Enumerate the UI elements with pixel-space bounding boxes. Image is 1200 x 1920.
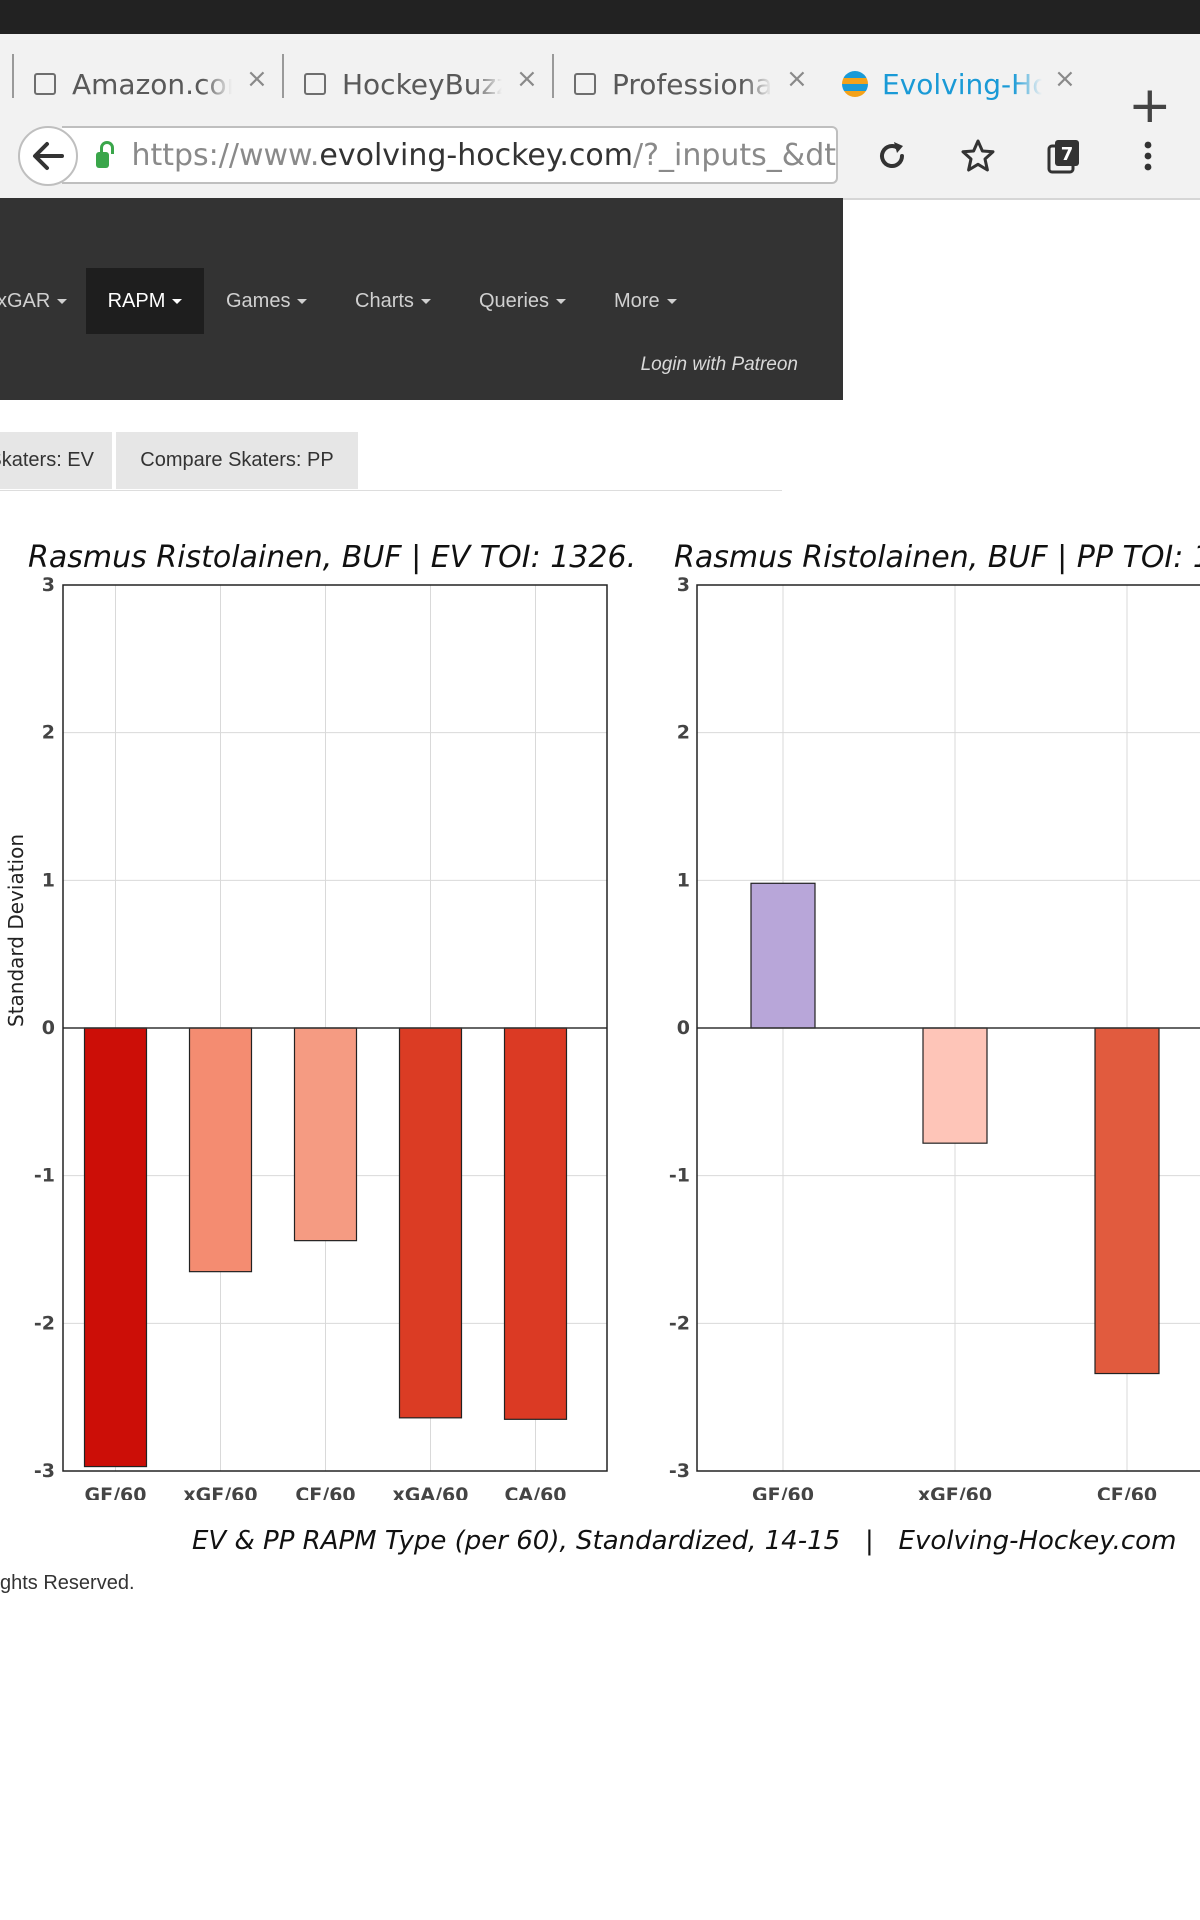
close-icon[interactable]: × [516,64,538,94]
bookmark-button[interactable] [952,130,1004,182]
y-tick-label: 0 [677,1017,690,1039]
bar-cf-per-60 [1094,1027,1160,1375]
x-tick-label: GF/60 [85,1484,147,1500]
nav-label: Queries [479,289,550,312]
plot-frame [696,584,1200,1472]
back-button[interactable] [18,126,78,186]
close-icon[interactable]: × [1054,64,1076,94]
page-icon [304,73,326,95]
more-vert-icon [1144,141,1152,171]
address-bar: https://www.evolving-hockey.com/?_inputs… [0,122,1200,200]
bar-gf-per-60 [750,882,816,1029]
y-tick-label: 1 [42,869,55,891]
caret-down-icon [666,298,677,304]
y-tick-label: 3 [677,574,690,596]
x-tick-label: CF/60 [1097,1484,1157,1500]
chart-title-ev: Rasmus Ristolainen, BUF | EV TOI: 1326.. [28,540,638,575]
y-tick-label: -1 [669,1165,690,1187]
nav-label: RAPM [107,289,166,312]
y-tick-label: 2 [677,722,690,744]
y-tick-label: -1 [34,1165,55,1187]
caret-down-icon [297,298,308,304]
tab-label: Evolving-Hockey [882,67,1042,101]
page-icon [34,73,56,95]
tab-label: Professional [612,67,772,101]
caret-down-icon [172,298,183,304]
tab-label: Compare Skaters: PP [140,449,334,471]
tab-count: 7 [1061,144,1074,165]
tab-separator [282,54,284,98]
chart-title-pp: Rasmus Ristolainen, BUF | PP TOI: 1 [674,540,1200,575]
lock-icon [96,141,115,168]
nav-label: Charts [355,289,414,312]
nav-xgar[interactable]: xGAR [0,268,81,334]
nav-charts[interactable]: Charts [355,268,431,334]
compare-tabs: Compare Skaters: EV Compare Skaters: PP [0,432,782,491]
rapm-charts: 3 2 1 0 -1 -2 -3 GF/60 xGF/60 CF/60 xGA/60 CA/60 3 2 1… [34,574,1200,1500]
caret-down-icon [57,298,68,304]
x-tick-label: xGF/60 [918,1484,992,1500]
nav-games[interactable]: Games [226,268,308,334]
close-icon[interactable]: × [246,64,268,94]
x-tick-label: CF/60 [295,1484,355,1500]
y-tick-label: 0 [42,1017,55,1039]
y-tick-label: -2 [669,1312,690,1334]
nav-rapm[interactable]: RAPM [86,268,204,334]
tab-amazon[interactable]: Amazon.com [34,52,232,116]
tab-separator [12,54,14,98]
status-bar [0,0,1200,34]
nav-more[interactable]: More [614,268,677,334]
bar-xga-per-60 [398,1027,463,1419]
tab-separator [552,54,554,98]
tab-label: Amazon.com [72,67,232,101]
reload-button[interactable] [866,130,918,182]
y-tick-label: 1 [677,869,690,891]
tab-label: Compare Skaters: EV [0,449,94,471]
browser-tab-strip: Amazon.com × HockeyBuzz.com × Profession… [0,34,1200,132]
tab-professional[interactable]: Professional [574,52,772,116]
tab-compare-pp[interactable]: Compare Skaters: PP [116,432,358,489]
y-tick-label: -2 [34,1312,55,1334]
y-tick-label: 2 [42,722,55,744]
x-tick-label: CA/60 [504,1484,566,1500]
bar-ca-per-60 [503,1027,568,1420]
nav-label: Games [226,289,291,312]
tab-label: HockeyBuzz.com [342,67,502,101]
bar-xgf-per-60 [188,1027,253,1273]
nav-queries[interactable]: Queries [479,268,567,334]
y-tick-label: 3 [42,574,55,596]
bar-cf-per-60 [293,1027,358,1242]
caret-down-icon [556,298,567,304]
tab-switcher-button[interactable]: 7 [1038,130,1090,182]
close-icon[interactable]: × [786,64,808,94]
tab-compare-ev[interactable]: Compare Skaters: EV [0,432,112,489]
login-link[interactable]: Login with Patreon [640,354,798,375]
footer-text: ghts Reserved. [0,1572,135,1594]
nav-label: More [614,289,660,312]
x-tick-label: xGA/60 [393,1484,469,1500]
x-tick-label: xGF/60 [183,1484,257,1500]
tabs-count-icon: 7 [1047,140,1079,174]
reload-icon [880,142,904,168]
menu-button[interactable] [1122,130,1174,182]
tab-evolving-hockey[interactable]: Evolving-Hockey [842,52,1042,116]
back-arrow-icon [33,142,64,170]
star-icon [961,139,995,172]
page-icon [574,73,596,95]
x-tick-label: GF/60 [752,1484,814,1500]
nav-label: xGAR [0,289,51,312]
chart-caption: EV & PP RAPM Type (per 60), Standardized… [192,1526,1177,1556]
tab-hockeybuzz[interactable]: HockeyBuzz.com [304,52,502,116]
y-tick-label: -3 [669,1460,690,1482]
y-tick-label: -3 [34,1460,55,1482]
bar-gf-per-60 [83,1027,148,1468]
caret-down-icon [420,298,431,304]
url-text: https://www.evolving-hockey.com/?_inputs… [131,137,836,173]
site-navbar: xGAR RAPM Games Charts Queries More Logi… [0,198,843,400]
site-favicon-icon [842,71,868,97]
url-field[interactable]: https://www.evolving-hockey.com/?_inputs… [62,126,838,184]
plot-frame [62,584,608,1472]
bar-xgf-per-60 [922,1027,988,1144]
